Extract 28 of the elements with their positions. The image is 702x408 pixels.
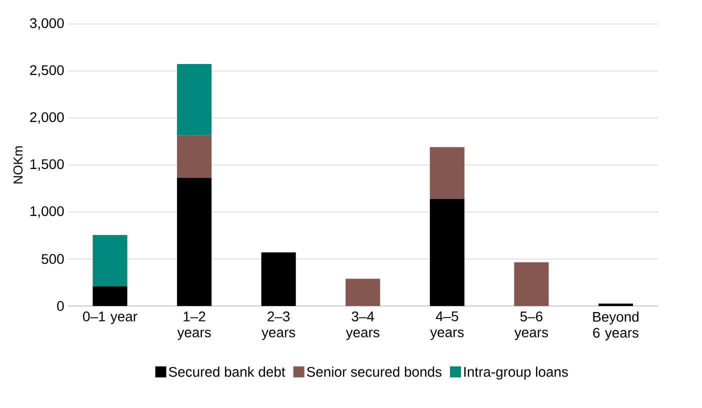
x-tick-label: 1–2 years	[177, 312, 211, 340]
bar	[430, 147, 464, 199]
x-tick-label: Beyond 6 years	[593, 312, 638, 340]
y-tick-label: 3,000	[30, 18, 64, 30]
bar	[92, 235, 128, 286]
bar	[177, 178, 212, 306]
bar	[514, 262, 549, 306]
bar	[177, 64, 212, 136]
legend-label: Intra-group loans	[464, 366, 568, 380]
legend-label: Senior secured bonds	[306, 366, 442, 377]
bar	[346, 278, 380, 306]
x-tick-label: 5–6 years	[514, 312, 548, 340]
y-axis-title: NOKm	[13, 146, 23, 184]
x-tick-label: 4–5 years	[430, 312, 464, 340]
bar	[92, 286, 128, 306]
x-tick-label: 0–1 year	[83, 312, 138, 324]
y-tick-label: 1,500	[30, 159, 64, 171]
y-tick-label: 2,500	[30, 65, 64, 77]
y-tick-label: 2,000	[30, 112, 64, 124]
bar	[177, 135, 212, 178]
y-tick-label: 1,000	[30, 206, 64, 218]
legend-label: Secured bank debt	[168, 366, 286, 377]
x-tick-label: 2–3 years	[262, 312, 296, 340]
bar	[261, 252, 296, 306]
y-tick-label: 0	[57, 301, 64, 311]
y-tick-label: 500	[42, 254, 64, 264]
bar	[430, 198, 464, 306]
x-tick-label: 3–4 years	[346, 312, 380, 340]
